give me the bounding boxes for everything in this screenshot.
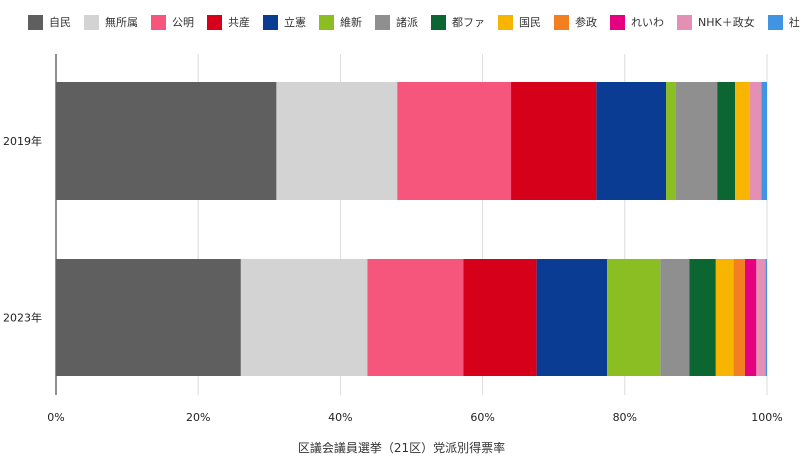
legend-item: 諸派 xyxy=(375,14,418,30)
legend-label: 公明 xyxy=(172,16,194,29)
legend-swatch xyxy=(28,14,43,30)
bar-segment xyxy=(765,259,767,376)
bar-segment xyxy=(715,259,734,376)
x-axis-title: 区議会議員選挙（21区）党派別得票率 xyxy=(298,440,505,455)
bar-segment xyxy=(733,259,745,376)
legend-swatch xyxy=(554,14,569,30)
legend-swatch xyxy=(207,14,222,30)
bar-segment xyxy=(276,82,398,200)
legend-item: 共産 xyxy=(207,14,250,30)
legend-item: れいわ xyxy=(610,14,664,30)
legend-label: 諸派 xyxy=(396,16,418,29)
bar-segment xyxy=(735,82,750,200)
legend-label: れいわ xyxy=(631,16,664,29)
legend-item: 参政 xyxy=(554,14,597,30)
x-tick-label: 20% xyxy=(186,411,210,424)
bar-segment xyxy=(717,82,736,200)
legend-swatch xyxy=(375,14,390,30)
category-label: 2019年 xyxy=(3,134,42,148)
bar-segment xyxy=(536,259,608,376)
bar-segment xyxy=(511,82,597,200)
legend-swatch xyxy=(610,14,625,30)
bar-segment xyxy=(56,82,277,200)
legend-label: 参政 xyxy=(575,16,597,29)
bar-segment xyxy=(463,259,537,376)
bar-segment xyxy=(761,82,767,200)
legend-item: 無所属 xyxy=(84,14,138,30)
legend-swatch xyxy=(498,14,513,30)
legend-item: 公明 xyxy=(151,14,194,30)
legend-label: NHK＋政女 xyxy=(698,16,755,29)
legend-label: 自民 xyxy=(49,16,71,29)
bar-segment xyxy=(56,259,241,376)
x-tick-label: 80% xyxy=(613,411,637,424)
bar-segment xyxy=(675,82,718,200)
bar-segment xyxy=(596,82,667,200)
legend-swatch xyxy=(263,14,278,30)
legend-label: 維新 xyxy=(340,16,362,29)
bar-segment xyxy=(607,259,661,376)
legend-swatch xyxy=(677,14,692,30)
legend-label: 都ファ xyxy=(452,16,485,29)
bar-segment xyxy=(749,82,762,200)
bar-segment xyxy=(240,259,368,376)
bar-segment xyxy=(744,259,757,376)
legend-item: 維新 xyxy=(319,14,362,30)
legend-swatch xyxy=(319,14,334,30)
legend-label: 国民 xyxy=(519,16,541,29)
legend-swatch xyxy=(84,14,99,30)
bar-segment xyxy=(689,259,716,376)
x-tick-label: 100% xyxy=(751,411,782,424)
legend-swatch xyxy=(431,14,446,30)
x-tick-label: 60% xyxy=(470,411,494,424)
legend-label: 立憲 xyxy=(284,16,306,29)
legend-item: 社民 xyxy=(767,14,800,30)
legend-item: 立憲 xyxy=(263,14,306,30)
chart-legend: 自民 無所属 公明 共産 立憲 維新 諸派 都ファ 国民 参政 れいわ NHK＋政女 社民 xyxy=(28,12,800,32)
category-label: 2023年 xyxy=(3,311,42,325)
legend-item: 自民 xyxy=(28,14,71,30)
legend-label: 無所属 xyxy=(105,16,138,29)
legend-label: 社民 xyxy=(788,16,800,29)
bar-segment xyxy=(397,82,512,200)
legend-item: 都ファ xyxy=(431,14,485,30)
bar-segment xyxy=(367,259,464,376)
legend-label: 共産 xyxy=(228,16,250,29)
legend-item: 国民 xyxy=(498,14,541,30)
legend-swatch xyxy=(151,14,166,30)
x-tick-label: 0% xyxy=(47,411,64,424)
legend-item: NHK＋政女 xyxy=(677,14,755,30)
bar-segment xyxy=(666,82,676,200)
x-tick-label: 40% xyxy=(328,411,352,424)
bar-segment xyxy=(660,259,690,376)
bar-segment xyxy=(756,259,766,376)
legend-swatch xyxy=(767,14,783,30)
